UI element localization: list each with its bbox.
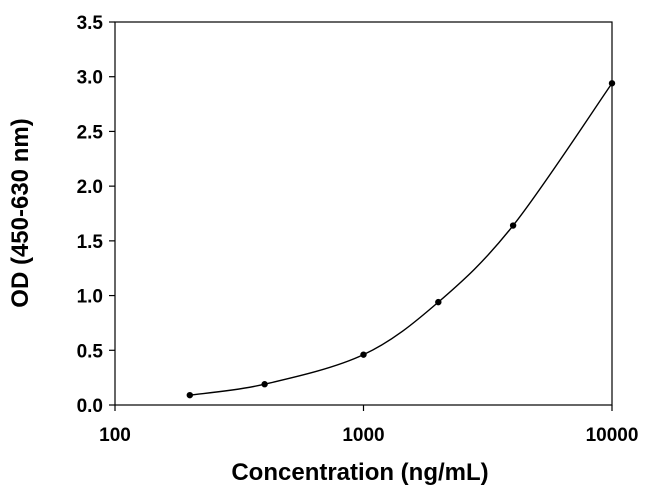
data-points — [186, 80, 616, 399]
x-tick-label: 1000 — [342, 425, 384, 446]
x-tick-label: 10000 — [586, 425, 639, 446]
x-axis-title: Concentration (ng/mL) — [231, 459, 488, 486]
x-axis-ticks: 100 1000 10000 — [99, 405, 638, 446]
data-point — [509, 222, 517, 229]
series-line — [189, 82, 613, 396]
y-axis-title: OD (450-630 nm) — [7, 118, 34, 307]
y-tick-label: 2.0 — [77, 177, 103, 198]
y-tick-label: 0.5 — [77, 341, 104, 362]
data-point — [360, 351, 367, 358]
plot-frame — [114, 21, 613, 406]
y-tick-label: 1.5 — [77, 232, 104, 253]
data-point — [261, 381, 268, 388]
y-axis-ticks: 0.0 0.5 1.0 1.5 2.0 2.5 3.0 3.5 — [77, 13, 115, 417]
y-tick-label: 1.0 — [77, 287, 103, 308]
data-point — [435, 298, 442, 306]
data-point — [608, 80, 616, 87]
y-tick-label: 3.0 — [77, 68, 103, 89]
y-tick-label: 3.5 — [77, 13, 104, 34]
x-tick-label: 100 — [99, 425, 131, 446]
y-tick-label: 2.5 — [77, 122, 104, 143]
data-point — [186, 391, 194, 399]
y-tick-label: 0.0 — [77, 396, 103, 417]
